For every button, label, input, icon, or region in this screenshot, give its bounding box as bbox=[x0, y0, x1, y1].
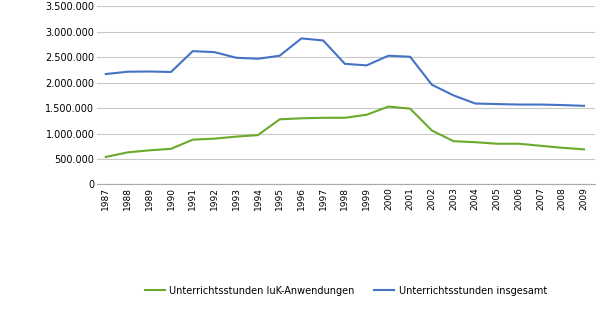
Unterrichtsstunden insgesamt bbox=[276, 54, 283, 58]
Line: Unterrichtsstunden IuK-Anwendungen: Unterrichtsstunden IuK-Anwendungen bbox=[106, 107, 584, 157]
Unterrichtsstunden IuK-Anwendungen bbox=[102, 155, 109, 159]
Unterrichtsstunden IuK-Anwendungen bbox=[385, 105, 392, 108]
Line: Unterrichtsstunden insgesamt: Unterrichtsstunden insgesamt bbox=[106, 38, 584, 106]
Unterrichtsstunden IuK-Anwendungen bbox=[276, 117, 283, 121]
Unterrichtsstunden insgesamt bbox=[341, 62, 348, 66]
Unterrichtsstunden IuK-Anwendungen bbox=[341, 116, 348, 120]
Unterrichtsstunden IuK-Anwendungen bbox=[493, 142, 501, 146]
Unterrichtsstunden insgesamt bbox=[211, 50, 218, 54]
Unterrichtsstunden insgesamt bbox=[124, 70, 131, 74]
Unterrichtsstunden insgesamt bbox=[428, 83, 435, 86]
Unterrichtsstunden IuK-Anwendungen bbox=[146, 149, 153, 152]
Unterrichtsstunden IuK-Anwendungen bbox=[450, 139, 457, 143]
Unterrichtsstunden insgesamt bbox=[580, 104, 588, 108]
Unterrichtsstunden IuK-Anwendungen bbox=[515, 142, 523, 146]
Unterrichtsstunden insgesamt bbox=[558, 103, 566, 107]
Unterrichtsstunden insgesamt bbox=[363, 64, 370, 67]
Unterrichtsstunden IuK-Anwendungen bbox=[232, 135, 240, 139]
Unterrichtsstunden insgesamt bbox=[493, 102, 501, 106]
Unterrichtsstunden IuK-Anwendungen bbox=[298, 116, 305, 120]
Unterrichtsstunden IuK-Anwendungen bbox=[407, 107, 414, 111]
Unterrichtsstunden insgesamt bbox=[537, 103, 544, 107]
Unterrichtsstunden IuK-Anwendungen bbox=[168, 147, 175, 151]
Unterrichtsstunden insgesamt bbox=[298, 37, 305, 40]
Unterrichtsstunden insgesamt bbox=[102, 72, 109, 76]
Unterrichtsstunden insgesamt bbox=[254, 57, 262, 61]
Unterrichtsstunden insgesamt bbox=[189, 49, 197, 53]
Unterrichtsstunden insgesamt bbox=[450, 93, 457, 97]
Unterrichtsstunden insgesamt bbox=[168, 70, 175, 74]
Unterrichtsstunden IuK-Anwendungen bbox=[428, 128, 435, 132]
Unterrichtsstunden insgesamt bbox=[472, 102, 479, 106]
Unterrichtsstunden IuK-Anwendungen bbox=[472, 140, 479, 144]
Unterrichtsstunden IuK-Anwendungen bbox=[189, 138, 197, 142]
Unterrichtsstunden IuK-Anwendungen bbox=[363, 113, 370, 117]
Unterrichtsstunden insgesamt bbox=[146, 70, 153, 73]
Unterrichtsstunden IuK-Anwendungen bbox=[211, 137, 218, 141]
Unterrichtsstunden insgesamt bbox=[319, 38, 327, 42]
Unterrichtsstunden IuK-Anwendungen bbox=[537, 144, 544, 148]
Unterrichtsstunden IuK-Anwendungen bbox=[558, 146, 566, 150]
Unterrichtsstunden insgesamt bbox=[407, 55, 414, 59]
Unterrichtsstunden IuK-Anwendungen bbox=[254, 133, 262, 137]
Unterrichtsstunden IuK-Anwendungen bbox=[124, 150, 131, 154]
Unterrichtsstunden IuK-Anwendungen bbox=[580, 148, 588, 151]
Unterrichtsstunden insgesamt bbox=[232, 56, 240, 60]
Unterrichtsstunden insgesamt bbox=[515, 103, 523, 107]
Unterrichtsstunden IuK-Anwendungen bbox=[319, 116, 327, 120]
Legend: Unterrichtsstunden IuK-Anwendungen, Unterrichtsstunden insgesamt: Unterrichtsstunden IuK-Anwendungen, Unte… bbox=[141, 282, 551, 300]
Unterrichtsstunden insgesamt bbox=[385, 54, 392, 58]
